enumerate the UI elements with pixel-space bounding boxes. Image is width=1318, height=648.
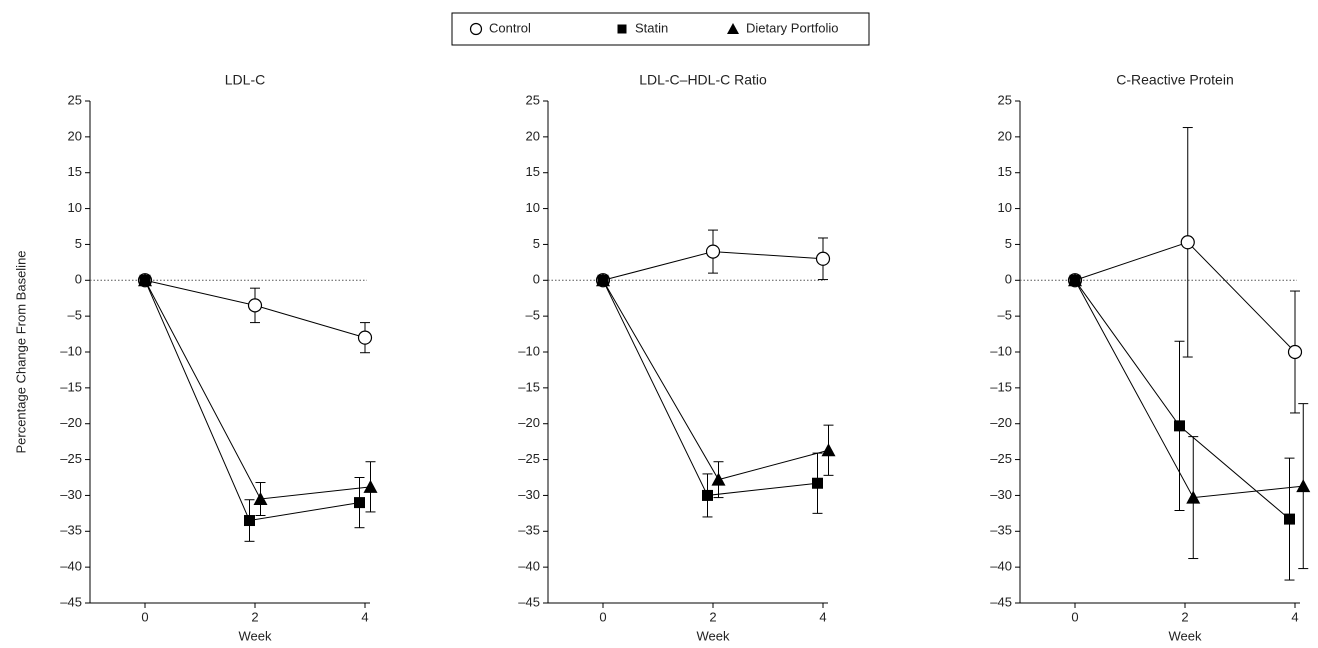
marker — [711, 472, 726, 486]
y-tick-label: –10 — [60, 343, 82, 358]
marker — [1068, 273, 1082, 287]
marker — [702, 489, 713, 501]
marker — [1186, 490, 1201, 504]
y-tick-label: –5 — [68, 308, 82, 323]
x-axis-label: Week — [1169, 628, 1202, 643]
marker — [363, 479, 378, 493]
legend-label: Statin — [635, 20, 668, 35]
marker — [812, 477, 823, 489]
marker — [138, 273, 152, 287]
marker — [1180, 235, 1195, 250]
x-tick-label: 4 — [361, 609, 368, 624]
marker — [1284, 513, 1295, 525]
series-line — [144, 280, 360, 522]
y-tick-label: –10 — [518, 343, 540, 358]
marker — [247, 298, 263, 313]
legend-marker — [727, 23, 739, 34]
series-line — [144, 280, 371, 500]
y-tick-label: 15 — [526, 164, 540, 179]
y-tick-label: –25 — [60, 451, 82, 466]
y-tick-label: –35 — [990, 523, 1012, 538]
marker — [244, 515, 255, 527]
marker — [1174, 420, 1185, 432]
marker — [357, 330, 373, 345]
x-axis-label: Week — [697, 628, 730, 643]
y-tick-label: –20 — [990, 415, 1012, 430]
y-tick-label: –25 — [990, 451, 1012, 466]
y-tick-label: –30 — [518, 487, 540, 502]
y-tick-label: –15 — [60, 379, 82, 394]
y-tick-label: 25 — [68, 92, 82, 107]
y-tick-label: –25 — [518, 451, 540, 466]
marker — [821, 443, 836, 457]
y-tick-label: 10 — [998, 200, 1012, 215]
marker — [705, 244, 721, 259]
series-line — [602, 280, 818, 496]
y-tick-label: 25 — [998, 92, 1012, 107]
x-tick-label: 0 — [1071, 609, 1078, 624]
series-line — [1074, 280, 1304, 499]
y-tick-label: –30 — [990, 487, 1012, 502]
x-tick-label: 2 — [251, 609, 258, 624]
y-tick-label: –15 — [990, 379, 1012, 394]
y-tick-label: –45 — [990, 594, 1012, 609]
y-tick-label: 15 — [998, 164, 1012, 179]
legend-marker — [469, 22, 483, 36]
series-line — [1074, 241, 1296, 353]
marker — [1296, 479, 1311, 493]
y-tick-label: –30 — [60, 487, 82, 502]
x-axis-label: Week — [239, 628, 272, 643]
y-tick-label: –20 — [60, 415, 82, 430]
series-line — [602, 280, 829, 481]
y-tick-label: 10 — [526, 200, 540, 215]
marker — [354, 497, 365, 509]
legend-box — [451, 12, 870, 46]
y-tick-label: –5 — [526, 308, 540, 323]
y-tick-label: –40 — [518, 559, 540, 574]
y-tick-label: 10 — [68, 200, 82, 215]
y-tick-label: 25 — [526, 92, 540, 107]
y-tick-label: 20 — [998, 128, 1012, 143]
y-tick-label: 0 — [533, 272, 540, 287]
x-tick-label: 2 — [1181, 609, 1188, 624]
y-tick-label: –10 — [990, 343, 1012, 358]
y-tick-label: 20 — [526, 128, 540, 143]
x-tick-label: 2 — [709, 609, 716, 624]
y-tick-label: –40 — [990, 559, 1012, 574]
marker — [253, 492, 268, 506]
y-tick-label: –40 — [60, 559, 82, 574]
legend-label: Control — [489, 20, 531, 35]
panel-title: C-Reactive Protein — [1116, 72, 1234, 88]
x-tick-label: 4 — [1291, 609, 1298, 624]
marker — [596, 273, 610, 287]
y-tick-label: 5 — [75, 236, 82, 251]
y-tick-label: 5 — [1005, 236, 1012, 251]
x-tick-label: 4 — [819, 609, 826, 624]
y-tick-label: 5 — [533, 236, 540, 251]
y-tick-label: –35 — [60, 523, 82, 538]
marker — [815, 251, 831, 266]
marker — [1287, 344, 1303, 360]
y-tick-label: –45 — [518, 594, 540, 609]
y-tick-label: 15 — [68, 164, 82, 179]
y-tick-label: –45 — [60, 594, 82, 609]
series-line — [1074, 279, 1290, 520]
y-axis-label: Percentage Change From Baseline — [13, 250, 28, 453]
x-tick-label: 0 — [141, 609, 148, 624]
y-tick-label: –35 — [518, 523, 540, 538]
y-tick-label: –5 — [998, 308, 1012, 323]
y-tick-label: –20 — [518, 415, 540, 430]
y-tick-label: 0 — [1005, 272, 1012, 287]
x-tick-label: 0 — [599, 609, 606, 624]
y-tick-label: 0 — [75, 272, 82, 287]
y-tick-label: –15 — [518, 379, 540, 394]
legend-label: Dietary Portfolio — [746, 20, 838, 35]
panel-title: LDL-C — [225, 72, 265, 88]
panel-title: LDL-C–HDL-C Ratio — [639, 72, 767, 88]
legend-marker — [617, 24, 627, 34]
y-tick-label: 20 — [68, 128, 82, 143]
